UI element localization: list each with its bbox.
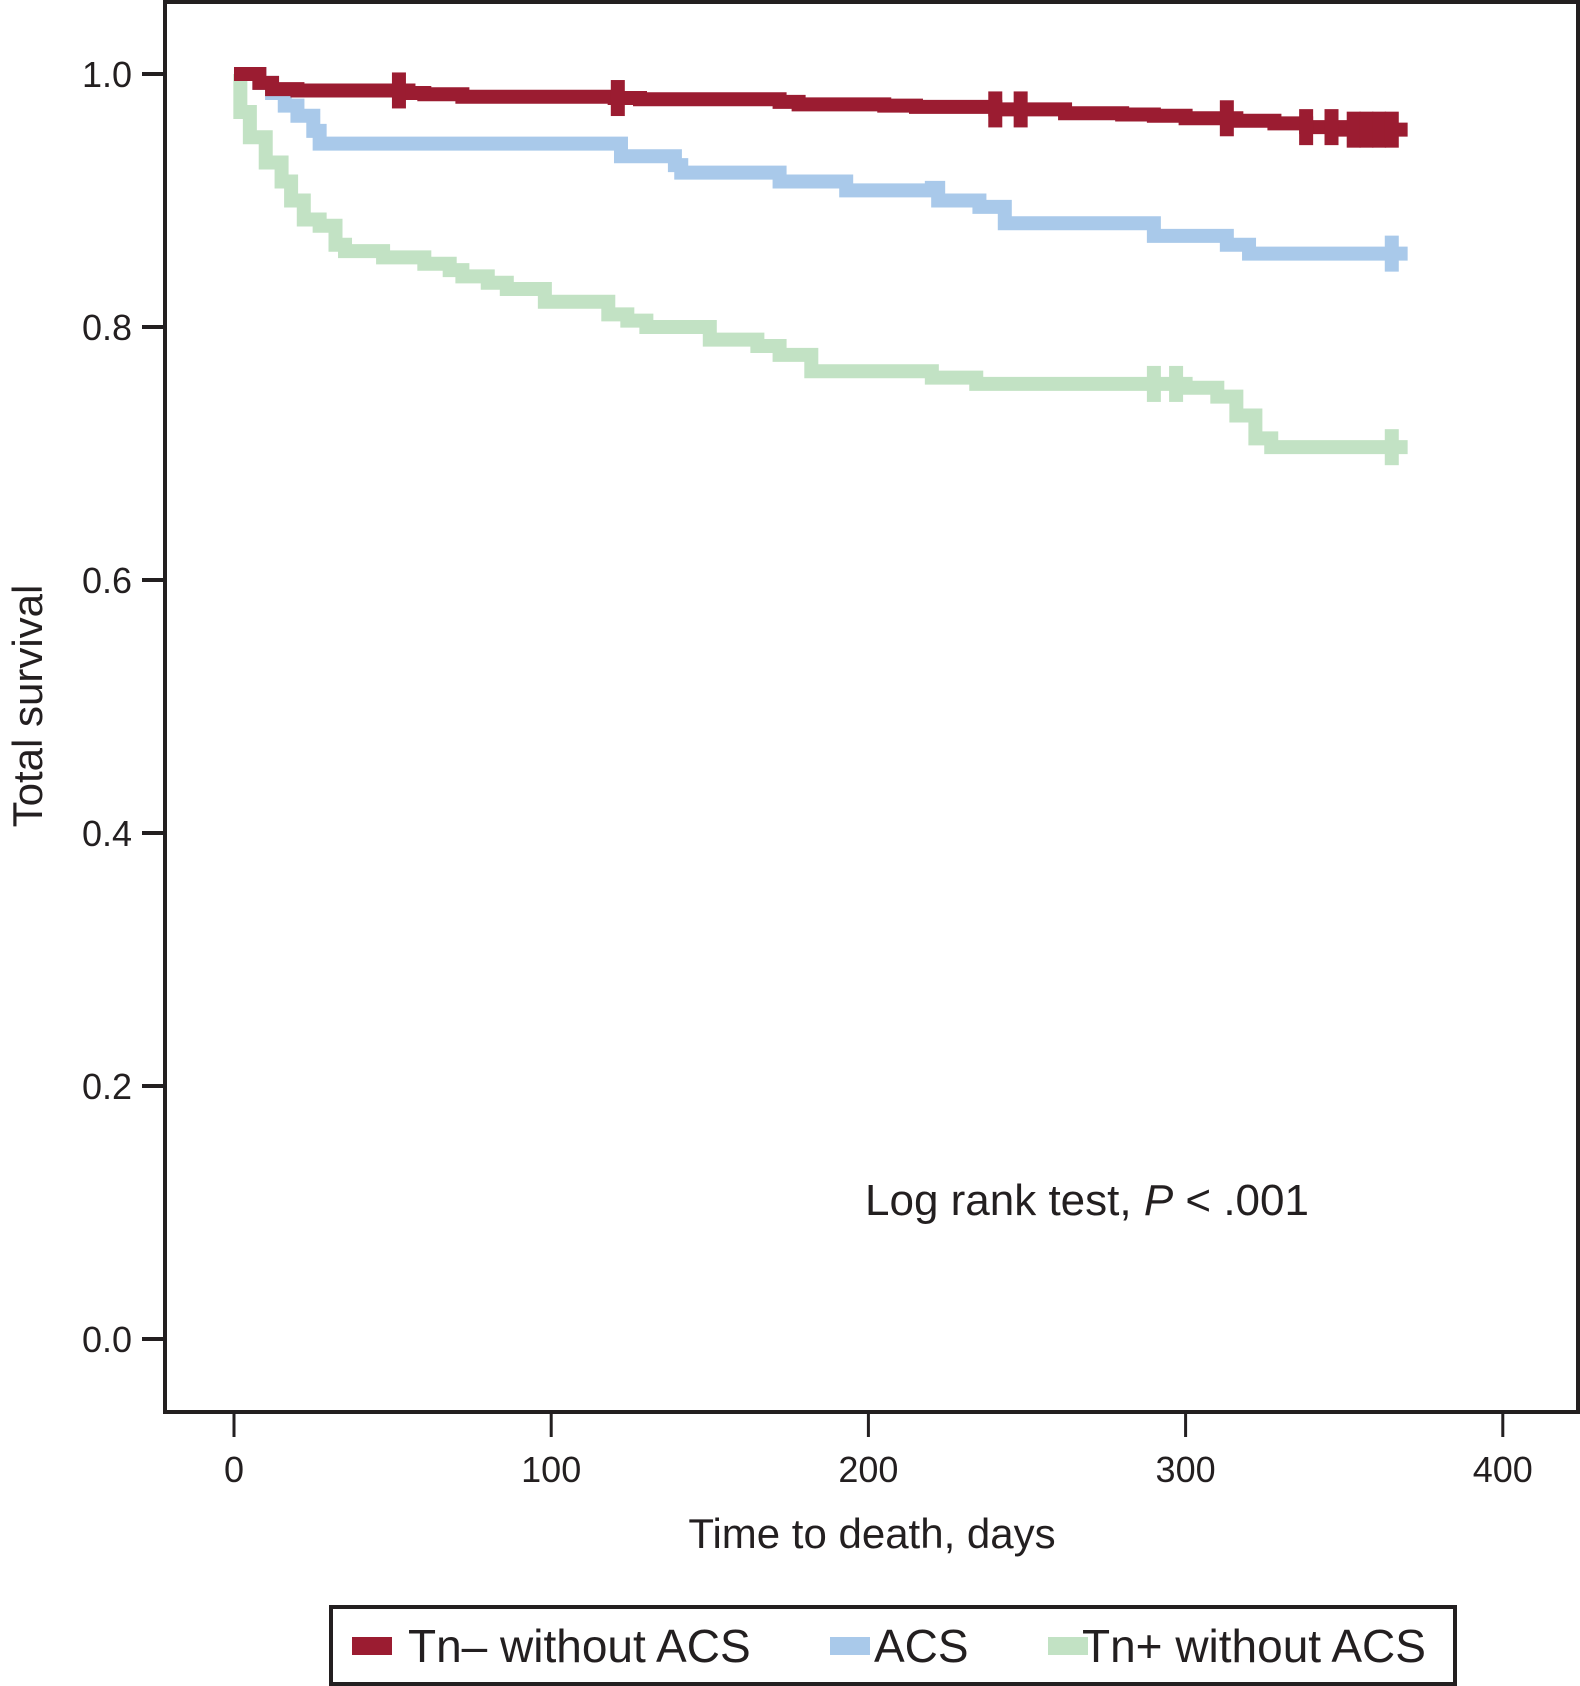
censor-mark <box>391 72 406 109</box>
x-tick-label: 400 <box>1473 1449 1533 1490</box>
curve-acs <box>234 67 1408 261</box>
y-axis: 0.0 0.2 0.4 0.6 0.8 1.0 <box>82 54 165 1360</box>
y-tick-label: 0.8 <box>82 307 132 348</box>
censor-mark <box>1359 111 1374 148</box>
censor-mark <box>1219 100 1234 137</box>
x-axis-title: Time to death, days <box>688 1510 1055 1557</box>
censor-mark <box>988 91 1003 128</box>
y-tick-label: 1.0 <box>82 54 132 95</box>
censor-mark <box>1169 365 1184 402</box>
legend-swatch-acs <box>830 1637 870 1655</box>
legend-swatch-tn-neg <box>352 1637 392 1655</box>
censor-mark <box>1299 109 1314 146</box>
log-rank-annotation: Log rank test, P < .001 <box>865 1176 1309 1225</box>
censor-mark <box>1324 109 1339 146</box>
censor-mark <box>1013 91 1028 128</box>
x-tick-label: 100 <box>521 1449 581 1490</box>
legend-swatch-tn-pos <box>1048 1637 1088 1655</box>
x-tick-label: 200 <box>838 1449 898 1490</box>
censor-mark <box>1384 429 1399 466</box>
censor-mark <box>1384 111 1399 148</box>
y-tick-label: 0.4 <box>82 813 132 854</box>
legend-frame <box>329 1605 1457 1686</box>
legend-label-acs: ACS <box>874 1620 969 1672</box>
curve-tn-negative <box>234 67 1408 137</box>
censor-mark <box>1146 365 1161 402</box>
y-tick-label: 0.0 <box>82 1319 132 1360</box>
x-tick-label: 0 <box>224 1449 244 1490</box>
annotation-prefix: Log rank test, <box>865 1176 1144 1225</box>
y-tick-label: 0.6 <box>82 560 132 601</box>
legend: Tn– without ACS ACS Tn+ without ACS <box>329 1605 1457 1686</box>
legend-label-tn-pos: Tn+ without ACS <box>1082 1620 1426 1672</box>
legend-label-tn-neg: Tn– without ACS <box>408 1620 751 1672</box>
x-axis: 0 100 200 300 400 <box>224 1412 1533 1490</box>
y-axis-title: Total survival <box>4 585 51 828</box>
censor-mark <box>610 80 625 117</box>
y-tick-label: 0.2 <box>82 1066 132 1107</box>
censor-mark <box>1384 235 1399 272</box>
plot-frame <box>163 0 1580 1414</box>
survival-curves <box>233 67 1408 466</box>
annotation-p: P <box>1144 1176 1174 1225</box>
x-tick-label: 300 <box>1156 1449 1216 1490</box>
annotation-suffix: < .001 <box>1173 1176 1309 1225</box>
censor-mark <box>1346 111 1361 148</box>
censor-mark <box>1372 111 1387 148</box>
